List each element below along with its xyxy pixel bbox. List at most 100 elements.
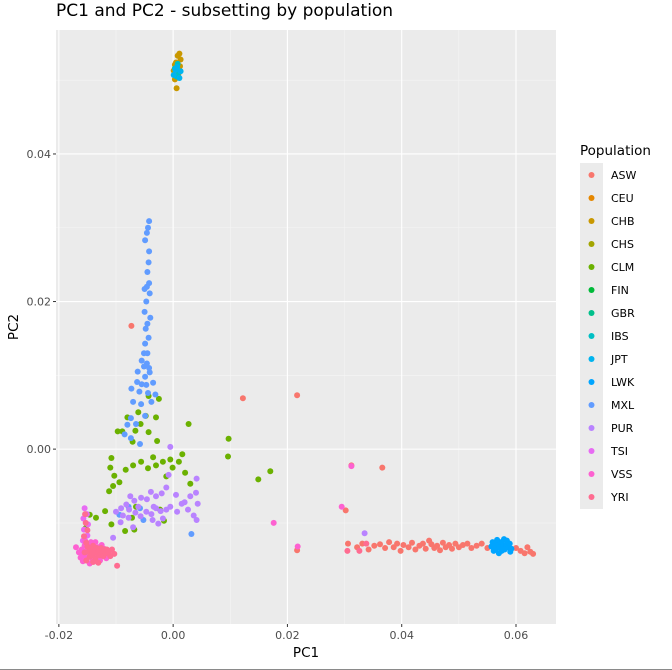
data-point-yri bbox=[114, 562, 121, 569]
data-point-asw bbox=[419, 540, 426, 547]
data-point-clm bbox=[122, 466, 129, 473]
legend-label-ceu: CEU bbox=[611, 192, 634, 205]
data-point-clm bbox=[150, 454, 157, 461]
data-point-clm bbox=[114, 428, 121, 435]
data-point-mxl bbox=[145, 334, 152, 341]
data-point-asw bbox=[377, 541, 383, 548]
legend-key-chb bbox=[588, 218, 595, 224]
data-point-pur bbox=[190, 512, 197, 519]
data-point-asw bbox=[459, 542, 466, 548]
data-point-pur bbox=[194, 500, 201, 507]
data-point-clm bbox=[185, 421, 192, 427]
legend-key-ibs bbox=[588, 333, 595, 339]
data-point-mxl bbox=[146, 365, 153, 371]
data-point-mxl bbox=[128, 385, 135, 392]
data-point-jpt bbox=[176, 75, 183, 81]
series-pur bbox=[110, 443, 368, 541]
data-point-clm bbox=[175, 458, 182, 465]
data-point-mxl bbox=[137, 441, 143, 447]
data-point-yri bbox=[363, 540, 370, 547]
data-point-pur bbox=[149, 517, 156, 523]
data-point-pur bbox=[135, 503, 142, 510]
data-point-pur bbox=[361, 530, 368, 537]
data-point-chb bbox=[173, 85, 180, 92]
data-point-pur bbox=[153, 493, 159, 500]
legend-label-chb: CHB bbox=[611, 215, 635, 228]
data-point-pur bbox=[130, 524, 137, 531]
data-point-asw bbox=[379, 464, 386, 471]
data-point-clm bbox=[138, 458, 145, 465]
data-point-mxl bbox=[145, 224, 151, 231]
x-tick-label: 0.02 bbox=[275, 629, 300, 642]
data-point-pur bbox=[193, 475, 200, 482]
data-point-pur bbox=[167, 503, 174, 510]
data-point-lwk bbox=[490, 547, 497, 554]
data-point-pur bbox=[157, 508, 164, 515]
axis-ticks: -0.02 0.00 0.02 0.04 0.06 0.00 0.02 0.04 bbox=[27, 148, 529, 642]
data-point-pur bbox=[138, 494, 145, 501]
legend-label-gbr: GBR bbox=[611, 307, 635, 320]
data-point-yri bbox=[109, 546, 115, 553]
data-point-tsi bbox=[81, 505, 88, 512]
data-point-yri bbox=[344, 547, 351, 554]
data-point-mxl bbox=[145, 259, 152, 266]
data-point-mxl bbox=[146, 248, 153, 255]
data-point-pur bbox=[119, 512, 126, 519]
y-tick-label: 0.02 bbox=[27, 296, 52, 309]
data-point-clm bbox=[116, 479, 123, 486]
data-point-clm bbox=[169, 464, 176, 471]
data-point-mxl bbox=[138, 381, 145, 388]
data-point-yri bbox=[83, 557, 90, 564]
data-point-pur bbox=[148, 511, 155, 518]
data-point-mxl bbox=[141, 286, 148, 292]
data-point-pur bbox=[126, 506, 133, 513]
data-point-pur bbox=[187, 493, 194, 500]
data-point-asw bbox=[473, 542, 480, 549]
data-point-clm bbox=[167, 456, 174, 463]
data-point-asw bbox=[400, 542, 407, 548]
data-point-yri bbox=[90, 559, 97, 565]
data-point-asw bbox=[405, 544, 412, 551]
data-point-pur bbox=[193, 489, 199, 496]
data-point-mxl bbox=[188, 531, 195, 537]
data-point-mxl bbox=[142, 325, 149, 332]
data-point-asw bbox=[412, 546, 419, 553]
legend-label-tsi: TSI bbox=[610, 445, 628, 458]
data-point-yri bbox=[111, 550, 118, 557]
legend-key-pur bbox=[588, 425, 595, 431]
plot-panel bbox=[56, 30, 556, 624]
data-point-clm bbox=[225, 435, 232, 442]
data-point-asw bbox=[342, 507, 349, 514]
data-point-asw bbox=[513, 545, 519, 551]
data-point-asw bbox=[239, 395, 246, 402]
data-point-clm bbox=[132, 427, 139, 434]
data-point-clm bbox=[155, 395, 162, 402]
data-point-mxl bbox=[124, 421, 131, 428]
data-point-clm bbox=[267, 468, 274, 475]
series-yri bbox=[81, 511, 370, 569]
data-point-asw bbox=[524, 544, 531, 551]
legend-label-lwk: LWK bbox=[611, 376, 635, 389]
data-point-pur bbox=[158, 490, 165, 497]
data-point-yri bbox=[82, 519, 89, 526]
x-tick-label: 0.04 bbox=[389, 629, 414, 642]
data-point-vss bbox=[348, 463, 355, 470]
legend-items: ASW CEU CHB CHS CLM FIN GBR IBS JPT LWK MXL PUR TSI V… bbox=[588, 169, 637, 504]
data-point-clm bbox=[93, 514, 99, 521]
data-point-pur bbox=[159, 515, 166, 522]
legend-key-mxl bbox=[588, 402, 595, 408]
data-point-clm bbox=[106, 488, 113, 495]
data-point-mxl bbox=[134, 368, 141, 375]
data-point-clm bbox=[135, 409, 142, 416]
data-point-lwk bbox=[495, 550, 502, 557]
data-point-yri bbox=[82, 511, 89, 518]
data-point-pur bbox=[163, 484, 170, 491]
data-point-mxl bbox=[136, 388, 143, 395]
data-point-pur bbox=[125, 514, 132, 521]
data-point-clm bbox=[145, 429, 152, 436]
legend-key-tsi bbox=[588, 448, 595, 454]
data-point-mxl bbox=[142, 237, 149, 244]
x-axis-title: PC1 bbox=[293, 645, 319, 661]
series-lwk bbox=[488, 536, 515, 557]
data-point-jpt bbox=[177, 68, 184, 75]
